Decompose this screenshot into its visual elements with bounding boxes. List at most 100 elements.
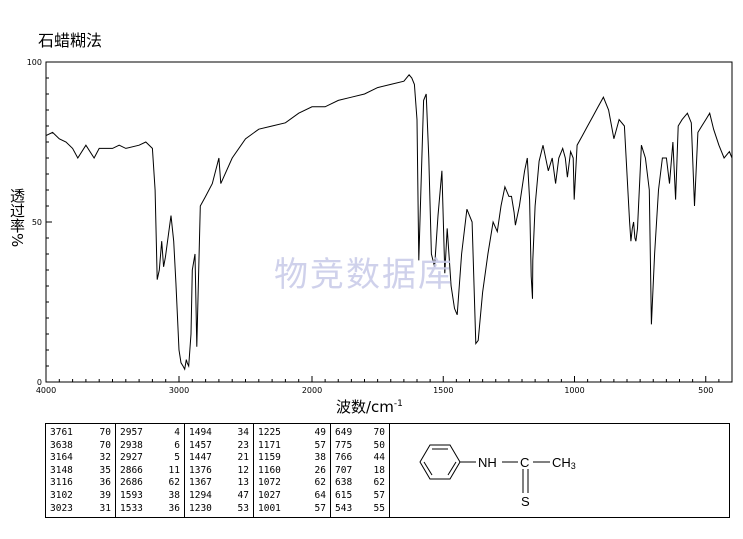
peak-transmittance: 4 [174,427,180,438]
peak-row: 1001 57 [258,503,326,516]
nh-label: NH [478,455,497,470]
peak-transmittance: 36 [168,502,180,514]
peak-transmittance: 38 [314,452,326,464]
peak-wavenumber: 1001 [258,502,281,514]
peak-transmittance: 62 [373,477,385,489]
peak-transmittance: 21 [237,452,249,464]
peak-transmittance: 62 [314,477,326,489]
peak-transmittance: 39 [99,489,111,501]
peak-wavenumber: 1171 [258,439,281,451]
peak-column: 1494 34 1457 23 1447 21 1376 12 1367 13 1294 47 1230… [185,424,254,517]
peak-row: 543 55 [335,503,385,516]
peak-wavenumber: 3148 [50,464,73,476]
peak-row: 3761 70 [50,427,111,440]
peak-transmittance: 38 [168,489,180,501]
x-axis-label: 波数/cm-1 [336,396,403,417]
peak-row: 2866 11 [120,465,180,478]
peak-row: 2927 5 [120,452,180,465]
peak-transmittance: 34 [237,427,249,438]
peak-transmittance: 44 [373,452,385,464]
peak-row: 1160 26 [258,465,326,478]
x-tick-label: 500 [698,386,713,395]
peak-wavenumber: 3116 [50,477,73,489]
peak-row: 649 70 [335,427,385,440]
peak-transmittance: 5 [174,452,180,464]
peak-row: 3638 70 [50,440,111,453]
axis-ticks [45,61,733,383]
peak-transmittance: 55 [373,502,385,514]
peak-row: 2957 4 [120,427,180,440]
peak-transmittance: 70 [373,427,385,438]
peak-transmittance: 57 [314,439,326,451]
peak-row: 1225 49 [258,427,326,440]
peak-row: 1376 12 [189,465,249,478]
peak-transmittance: 50 [373,439,385,451]
peak-transmittance: 12 [237,464,249,476]
peak-table: 3761 70 3638 70 31 64 32 3148 3 5 3116 36 3102 39 3023… [45,423,730,518]
peak-row: 3102 39 [50,490,111,503]
peak-transmittance: 70 [99,439,111,451]
peak-wavenumber: 766 [335,452,353,464]
peak-row: 707 18 [335,465,385,478]
x-tick-label: 3000 [169,386,189,395]
peak-wavenumber: 1533 [120,502,143,514]
peak-wavenumber: 3638 [50,439,73,451]
peak-row: 3023 31 [50,503,111,516]
peak-row: 638 62 [335,477,385,490]
benzene-ring [419,444,461,480]
peak-wavenumber: 1027 [258,489,281,501]
methyl-subscript: 3 [571,461,576,471]
peak-wavenumber: 649 [335,427,353,438]
x-axis-label-text: 波数/cm [336,398,394,416]
peak-wavenumber: 615 [335,489,353,501]
peak-wavenumber: 1230 [189,502,212,514]
peak-transmittance: 31 [99,502,111,514]
peak-wavenumber: 638 [335,477,353,489]
methyl-label: CH3 [552,455,576,471]
x-tick-label: 1500 [433,386,453,395]
peak-column: 649 70 775 50 766 44 707 18 638 62 615 57 543 55 [331,424,390,517]
peak-row: 1447 21 [189,452,249,465]
peak-column: 2957 4 2938 6 2927 5 2866 11 2686 62 1593 38 1533 36 [116,424,185,517]
watermark: 物竞数据库 [274,255,454,295]
peak-row: 1494 34 [189,427,249,440]
peak-wavenumber: 707 [335,464,353,476]
peak-transmittance: 47 [237,489,249,501]
peak-transmittance: 70 [99,427,111,438]
peak-wavenumber: 1159 [258,452,281,464]
peak-transmittance: 57 [314,502,326,514]
peak-transmittance: 6 [174,439,180,451]
peak-transmittance: 32 [99,452,111,464]
peak-wavenumber: 1593 [120,489,143,501]
peak-row: 1027 64 [258,490,326,503]
x-tick-label: 4000 [36,386,56,395]
peak-transmittance: 11 [168,464,180,476]
x-tick-label: 1000 [564,386,584,395]
peak-transmittance: 57 [373,489,385,501]
peak-transmittance: 13 [237,477,249,489]
methyl-label-text: CH [552,455,571,470]
peak-wavenumber: 2686 [120,477,143,489]
sulfur-label: S [521,494,530,509]
peak-transmittance: 62 [168,477,180,489]
peak-wavenumber: 2957 [120,427,143,438]
peak-row: 1457 23 [189,440,249,453]
peak-row: 775 50 [335,440,385,453]
peak-wavenumber: 1376 [189,464,212,476]
peak-wavenumber: 2938 [120,439,143,451]
peak-wavenumber: 3761 [50,427,73,438]
peak-wavenumber: 2927 [120,452,143,464]
peak-row: 1533 36 [120,503,180,516]
peak-wavenumber: 1494 [189,427,212,438]
ir-spectrum-chart: 4000 3000 2000 1500 1000 500 0 50 100 [27,58,733,395]
peak-column: 3761 70 3638 70 3164 32 3148 35 3116 36 3102 39 3023… [46,424,116,517]
peak-row: 2938 6 [120,440,180,453]
peak-wavenumber: 3023 [50,502,73,514]
peak-wavenumber: 1160 [258,464,281,476]
peak-row: 1367 13 [189,477,249,490]
structure-drawing: NH C CH3 S [419,444,576,509]
peak-transmittance: 26 [314,464,326,476]
transmittance-trace [45,74,733,371]
peak-transmittance: 64 [314,489,326,501]
peak-wavenumber: 775 [335,439,353,451]
